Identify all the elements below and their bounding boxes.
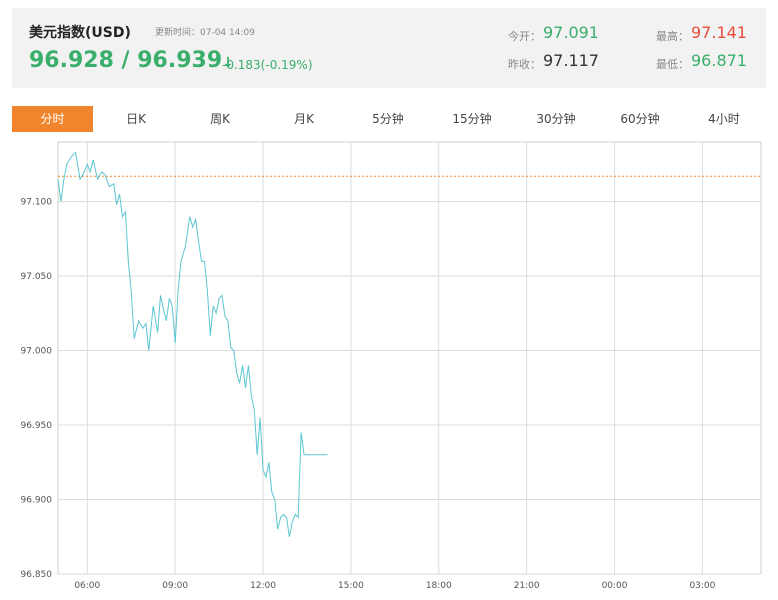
tab-fenshi[interactable]: 分时 (12, 106, 93, 132)
tab-30min[interactable]: 30分钟 (536, 112, 576, 126)
y-tick-label: 97.100 (21, 198, 53, 208)
intraday-chart: 97.100 97.050 97.000 96.950 96.900 96.850 06:… (21, 141, 762, 591)
x-tick-label: 06:00 (74, 581, 100, 591)
x-tick-label: 00:00 (602, 581, 628, 591)
chart-grid (57, 141, 762, 575)
x-tick-label: 09:00 (162, 581, 188, 591)
tab-monthly[interactable]: 月K (294, 112, 314, 126)
prev-close-label: 昨收： (508, 58, 541, 71)
y-axis-labels: 97.100 97.050 97.000 96.950 96.900 96.850 (21, 198, 53, 580)
x-tick-label: 21:00 (514, 581, 540, 591)
x-tick-label: 15:00 (338, 581, 364, 591)
y-tick-label: 96.850 (21, 570, 53, 580)
instrument-title: 美元指数(USD) (29, 25, 131, 41)
y-tick-label: 97.000 (21, 347, 53, 357)
x-tick-label: 18:00 (426, 581, 452, 591)
low-label: 最低： (656, 58, 689, 71)
low-value: 96.871 (691, 51, 747, 70)
x-tick-label: 12:00 (250, 581, 276, 591)
bid-ask-price: 96.928 / 96.939↓ (29, 48, 234, 73)
timeframe-tabs: 分时 日K 周K 月K 5分钟 15分钟 30分钟 60分钟 4小时 (12, 106, 766, 132)
tab-4hour[interactable]: 4小时 (708, 112, 740, 126)
down-arrow-icon: ↓ (222, 55, 234, 71)
update-time: 更新时间：07-04 14:09 (155, 28, 255, 38)
price-series (57, 151, 328, 537)
high-label: 最高： (656, 30, 689, 43)
y-tick-label: 96.950 (21, 421, 53, 431)
x-axis-labels: 06:00 09:00 12:00 15:00 18:00 21:00 00:00 03:00 (74, 581, 715, 591)
y-tick-label: 96.900 (21, 496, 53, 506)
price-line (57, 151, 328, 537)
price-change: -0.183(-0.19%) (222, 58, 313, 72)
tab-15min[interactable]: 15分钟 (452, 112, 492, 126)
tab-60min[interactable]: 60分钟 (620, 112, 660, 126)
tab-5min[interactable]: 5分钟 (372, 112, 404, 126)
x-tick-label: 03:00 (689, 581, 715, 591)
prev-close-value: 97.117 (543, 51, 599, 70)
high-value: 97.141 (691, 23, 747, 42)
open-value: 97.091 (543, 23, 599, 42)
tab-daily[interactable]: 日K (126, 112, 146, 126)
open-label: 今开： (508, 30, 541, 43)
plot-frame (57, 141, 762, 575)
price-value: 96.928 / 96.939 (29, 48, 223, 73)
quote-header: 美元指数(USD) 更新时间：07-04 14:09 96.928 / 96.9… (12, 8, 766, 88)
tab-weekly[interactable]: 周K (210, 112, 230, 126)
y-tick-label: 97.050 (21, 272, 53, 282)
